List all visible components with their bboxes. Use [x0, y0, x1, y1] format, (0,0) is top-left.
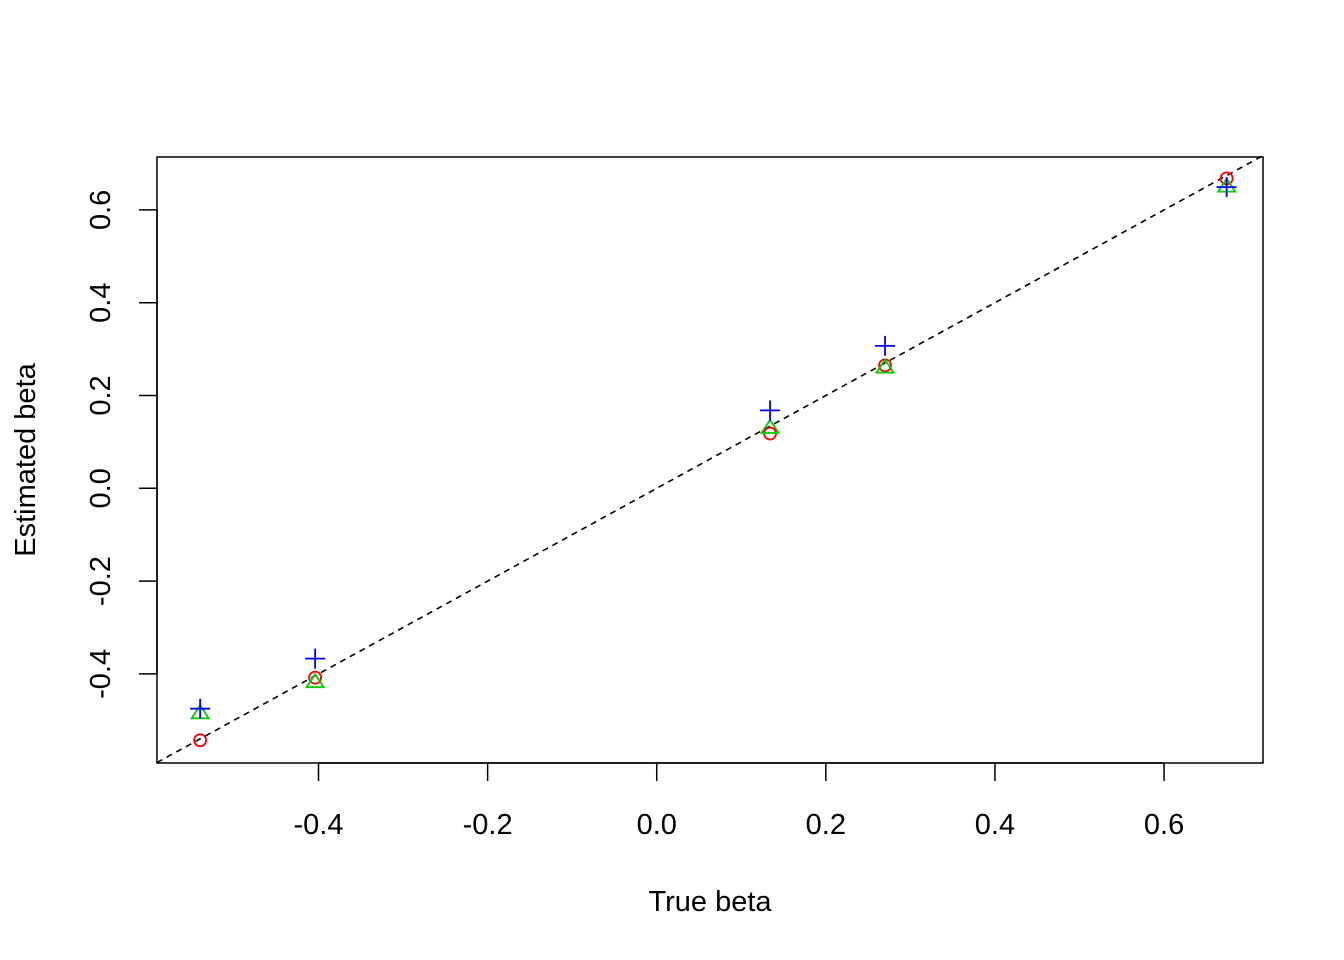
x-tick-label: 0.4: [975, 809, 1015, 841]
y-tick-label: 0.4: [85, 283, 117, 323]
data-point-triangle: [759, 418, 781, 434]
data-point-plus: [875, 335, 896, 356]
y-axis: -0.4 -0.2 0.0 0.2 0.4 0.6: [85, 190, 158, 699]
data-point-circle: [308, 670, 323, 685]
x-tick-label: 0.0: [637, 809, 677, 841]
x-axis-title: True beta: [648, 886, 772, 918]
x-tick-label: -0.4: [294, 809, 344, 841]
x-tick-label: 0.6: [1144, 809, 1184, 841]
data-point-plus: [760, 400, 781, 421]
data-point-plus: [1216, 177, 1237, 198]
data-marks-layer: [189, 171, 1237, 748]
reference-line-layer: [156, 154, 1264, 764]
reference-line-identity: [156, 154, 1264, 764]
y-tick-label: 0.2: [85, 375, 117, 415]
y-tick-label: -0.4: [85, 649, 117, 699]
data-point-triangle: [304, 672, 326, 689]
data-point-circle: [193, 733, 208, 748]
data-point-plus: [305, 648, 326, 669]
y-tick-label: -0.2: [85, 556, 117, 606]
x-tick-label: -0.2: [463, 809, 513, 841]
y-tick-label: 0.0: [85, 468, 117, 508]
data-point-triangle: [874, 357, 896, 374]
data-point-plus: [190, 698, 211, 719]
x-axis: -0.4 -0.2 0.0 0.2 0.4 0.6: [294, 762, 1184, 841]
y-tick-label: 0.6: [85, 190, 117, 230]
y-axis-title: Estimated beta: [10, 362, 42, 556]
x-tick-label: 0.2: [806, 809, 846, 841]
